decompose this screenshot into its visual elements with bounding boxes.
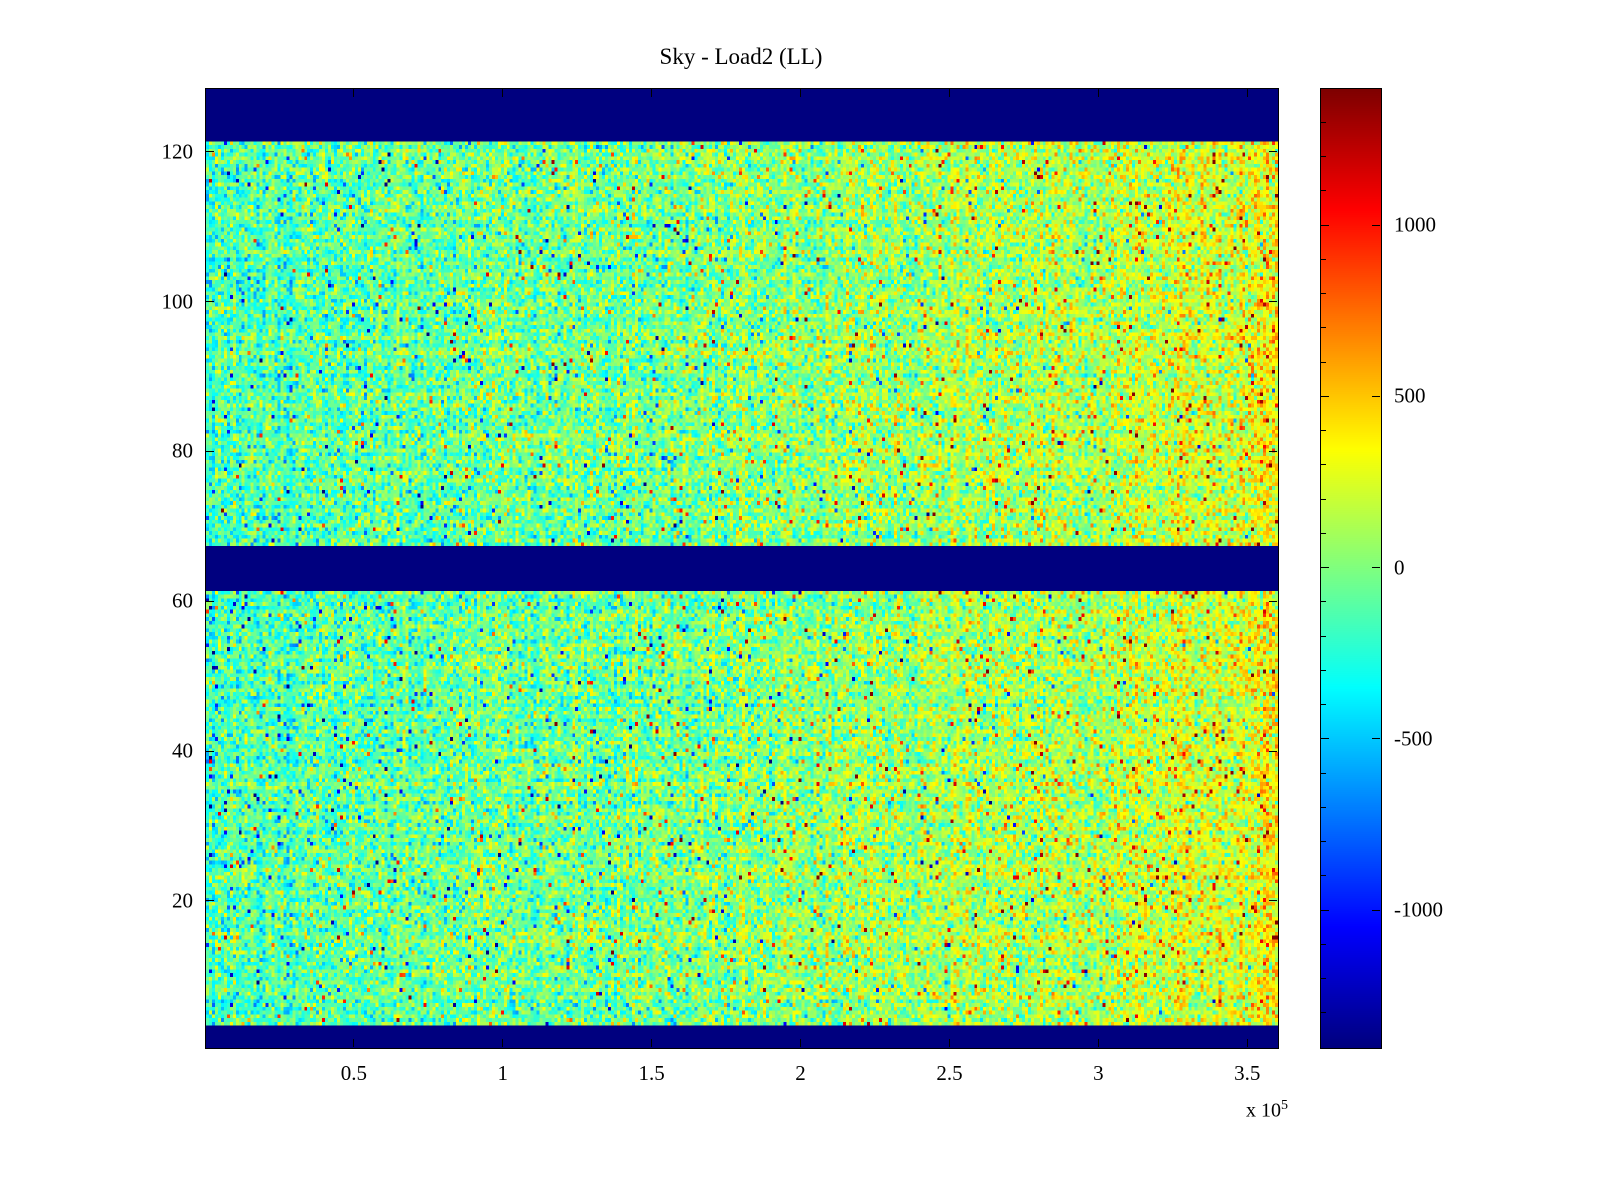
y-axis-tick bbox=[206, 151, 214, 153]
colorbar-gradient bbox=[1321, 89, 1381, 1048]
colorbar-minor-tick bbox=[1321, 327, 1326, 329]
x-axis-tick bbox=[353, 1039, 355, 1047]
y-axis-tick-label: 100 bbox=[161, 289, 194, 314]
colorbar-tick bbox=[1321, 224, 1329, 226]
x-axis-tick-label: 2 bbox=[795, 1061, 806, 1085]
y-axis-tick-label: 20 bbox=[172, 888, 193, 913]
x-axis-tick-label: 3 bbox=[1093, 1061, 1104, 1085]
colorbar-minor-tick bbox=[1321, 156, 1326, 157]
colorbar-minor-tick bbox=[1321, 258, 1326, 260]
x-axis-tick bbox=[800, 1039, 802, 1047]
colorbar-tick bbox=[1321, 395, 1329, 397]
y-axis-tick bbox=[206, 750, 214, 752]
y-axis-tick-label: 60 bbox=[172, 588, 193, 613]
colorbar-minor-tick bbox=[1321, 121, 1326, 123]
colorbar-minor-tick bbox=[1321, 190, 1326, 192]
y-axis-tick-right bbox=[1269, 301, 1277, 303]
colorbar-minor-tick bbox=[1321, 293, 1326, 294]
colorbar-minor-tick bbox=[1321, 1012, 1326, 1014]
y-axis-tick-right bbox=[1269, 450, 1277, 452]
colorbar-tick-label: 500 bbox=[1394, 383, 1426, 408]
y-axis-tick-right bbox=[1269, 900, 1277, 902]
x-axis-tick-top bbox=[1097, 89, 1099, 97]
colorbar-minor-tick bbox=[1321, 601, 1326, 603]
plot-title: Sky - Load2 (LL) bbox=[659, 44, 823, 69]
colorbar-minor-tick bbox=[1321, 978, 1326, 979]
colorbar-tick-right bbox=[1372, 738, 1380, 740]
colorbar-minor-tick bbox=[1321, 943, 1326, 945]
colorbar-tick-label: 0 bbox=[1394, 555, 1405, 579]
x-axis-tick bbox=[651, 1039, 653, 1047]
colorbar-tick-right bbox=[1372, 395, 1380, 397]
colorbar-minor-tick bbox=[1321, 875, 1326, 877]
x-axis-tick-label: 1 bbox=[497, 1061, 509, 1085]
x-axis-tick-top bbox=[651, 89, 653, 97]
x-axis-multiplier-prefix: x 10 bbox=[1246, 1099, 1281, 1122]
x-axis-multiplier-exponent: 5 bbox=[1281, 1098, 1288, 1113]
y-axis-tick bbox=[206, 600, 214, 602]
colorbar-tick-right bbox=[1372, 567, 1380, 568]
x-axis-tick-top bbox=[1246, 89, 1248, 97]
colorbar-tick-right bbox=[1372, 224, 1380, 226]
colorbar-tick-label: -1000 bbox=[1394, 897, 1443, 922]
y-axis-tick-label: 80 bbox=[172, 438, 193, 463]
colorbar-minor-tick bbox=[1321, 841, 1326, 842]
y-axis-tick bbox=[206, 301, 214, 303]
plot-area bbox=[205, 88, 1279, 1049]
colorbar-minor-tick bbox=[1321, 498, 1326, 500]
colorbar-minor-tick bbox=[1321, 361, 1326, 363]
x-axis-tick-label: 0.5 bbox=[340, 1061, 367, 1085]
colorbar-tick bbox=[1321, 738, 1329, 740]
colorbar-minor-tick bbox=[1321, 464, 1326, 466]
colorbar-minor-tick bbox=[1321, 806, 1326, 808]
colorbar-tick-label: 1000 bbox=[1394, 212, 1436, 237]
heatmap-canvas bbox=[206, 89, 1278, 1048]
colorbar-tick-right bbox=[1372, 909, 1380, 911]
x-axis-tick bbox=[502, 1039, 504, 1047]
y-axis-tick-right bbox=[1269, 151, 1277, 153]
x-axis-tick-top bbox=[502, 89, 504, 97]
x-axis-tick-top bbox=[948, 89, 950, 97]
x-axis-tick bbox=[1246, 1039, 1248, 1047]
colorbar-minor-tick bbox=[1321, 635, 1326, 637]
y-axis-tick bbox=[206, 900, 214, 902]
colorbar-minor-tick bbox=[1321, 772, 1326, 774]
x-axis-multiplier: x 105 bbox=[1246, 1098, 1288, 1123]
x-axis-tick-top bbox=[800, 89, 802, 97]
colorbar-tick-label: -500 bbox=[1394, 726, 1433, 751]
y-axis-tick-label: 120 bbox=[161, 139, 194, 164]
x-axis-tick bbox=[1097, 1039, 1099, 1047]
x-axis-tick-label: 2.5 bbox=[936, 1061, 963, 1085]
x-axis-tick bbox=[948, 1039, 950, 1047]
y-axis-tick-right bbox=[1269, 750, 1277, 752]
y-axis-tick bbox=[206, 450, 214, 452]
x-axis-tick-label: 3.5 bbox=[1234, 1061, 1261, 1085]
x-axis-tick-label: 1.5 bbox=[638, 1061, 665, 1085]
colorbar bbox=[1320, 88, 1382, 1049]
colorbar-minor-tick bbox=[1321, 669, 1326, 671]
colorbar-minor-tick bbox=[1321, 704, 1326, 705]
x-axis-tick-top bbox=[353, 89, 355, 97]
colorbar-tick bbox=[1321, 567, 1329, 568]
colorbar-tick bbox=[1321, 909, 1329, 911]
y-axis-tick-right bbox=[1269, 600, 1277, 602]
y-axis-tick-label: 40 bbox=[172, 738, 193, 763]
colorbar-minor-tick bbox=[1321, 430, 1326, 431]
colorbar-minor-tick bbox=[1321, 532, 1326, 534]
